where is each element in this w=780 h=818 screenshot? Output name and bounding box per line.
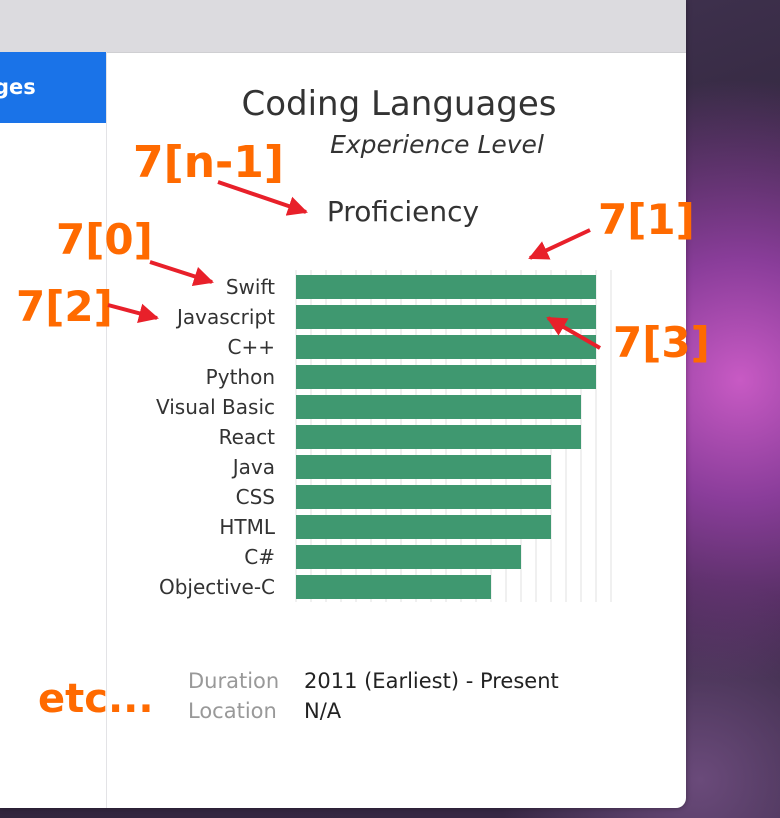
category-label: Objective-C bbox=[159, 575, 275, 599]
category-label: Javascript bbox=[175, 305, 275, 329]
annotation-two: 7[2] bbox=[16, 282, 113, 331]
sidebar-tab-coding-languages[interactable]: ges bbox=[0, 52, 106, 123]
bar-c- bbox=[296, 545, 521, 569]
bar-java bbox=[296, 455, 551, 479]
arrow-to-javascript-bar bbox=[546, 316, 601, 350]
detail-row-location: Location N/A bbox=[188, 696, 559, 726]
annotation-etc: etc... bbox=[38, 676, 154, 722]
category-label: Java bbox=[231, 455, 275, 479]
window-titlebar bbox=[0, 0, 686, 53]
category-label: Swift bbox=[226, 275, 275, 299]
arrow-to-swift-label bbox=[149, 260, 214, 286]
detail-label: Location bbox=[188, 699, 277, 723]
bar-objective-c bbox=[296, 575, 491, 599]
category-label: React bbox=[219, 425, 276, 449]
detail-value: 2011 (Earliest) - Present bbox=[304, 669, 559, 693]
bar-python bbox=[296, 365, 596, 389]
sidebar: ges bbox=[0, 52, 107, 808]
annotation-three: 7[3] bbox=[613, 318, 710, 367]
chart-title: Coding Languages bbox=[241, 84, 557, 124]
arrow-to-axis-title bbox=[217, 180, 308, 216]
category-label: C++ bbox=[228, 335, 275, 359]
bar-css bbox=[296, 485, 551, 509]
arrow-to-gridline bbox=[528, 228, 591, 260]
proficiency-bar-chart: Swift Javascript C++ Python Visual Basic Reac… bbox=[156, 270, 612, 602]
bar-visual-basic bbox=[296, 395, 581, 419]
annotation-zero: 7[0] bbox=[56, 215, 153, 264]
category-label: Visual Basic bbox=[156, 395, 275, 419]
x-axis-title: Proficiency bbox=[326, 195, 480, 228]
bar-c- bbox=[296, 335, 596, 359]
annotation-n-minus-1: 7[n-1] bbox=[133, 137, 285, 188]
detail-label: Duration bbox=[188, 669, 280, 693]
bar-swift bbox=[296, 275, 596, 299]
category-label: Python bbox=[206, 365, 275, 389]
category-label: C# bbox=[244, 545, 275, 569]
app-window: ges Coding Languages Experience Level Pr… bbox=[0, 0, 686, 808]
detail-row-duration: Duration 2011 (Earliest) - Present bbox=[188, 666, 559, 696]
category-label: CSS bbox=[236, 485, 275, 509]
details-list: Duration 2011 (Earliest) - Present Locati… bbox=[188, 666, 559, 726]
chart-subtitle: Experience Level bbox=[330, 130, 544, 159]
bar-react bbox=[296, 425, 581, 449]
detail-value: N/A bbox=[304, 699, 342, 723]
sidebar-tab-label: ges bbox=[0, 75, 36, 99]
arrow-to-javascript-label bbox=[107, 303, 159, 324]
bar-html bbox=[296, 515, 551, 539]
annotation-one: 7[1] bbox=[598, 195, 695, 244]
bar-javascript bbox=[296, 305, 596, 329]
category-label: HTML bbox=[219, 515, 276, 539]
